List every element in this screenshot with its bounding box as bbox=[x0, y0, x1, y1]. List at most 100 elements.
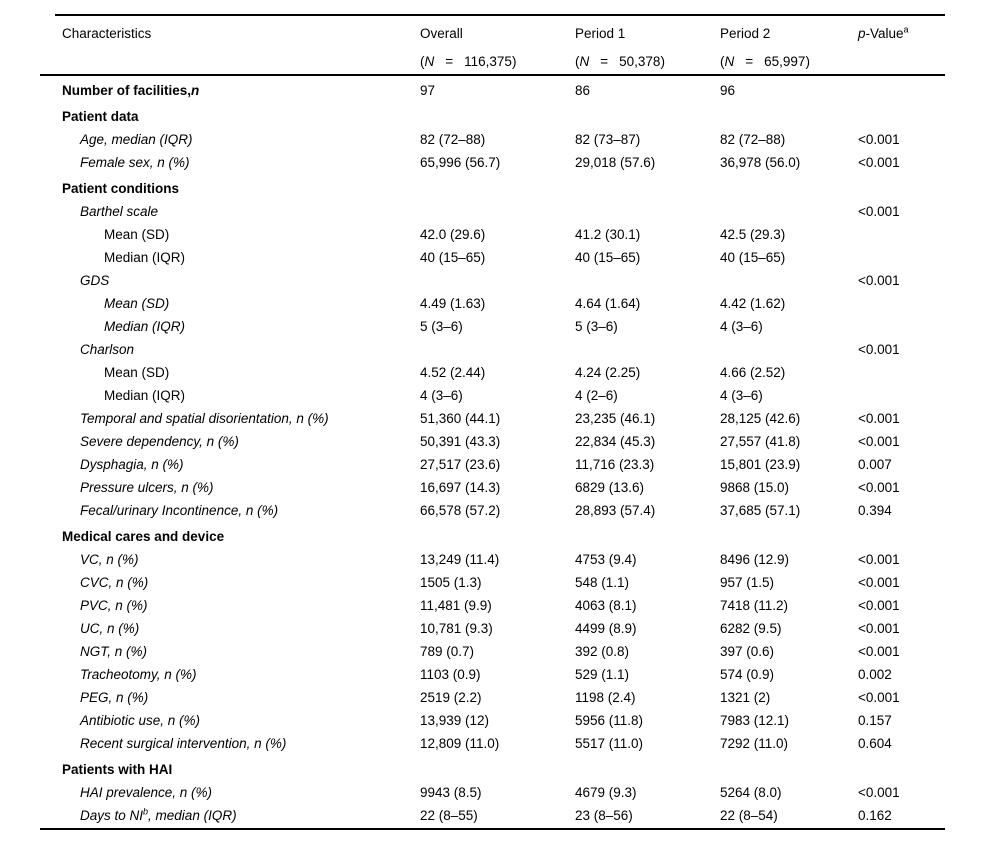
cell-pvalue: 0.394 bbox=[858, 503, 892, 518]
row-label: Patient data bbox=[62, 109, 139, 124]
cell-overall: 13,939 (12) bbox=[420, 713, 490, 728]
table-row: Severe dependency, n (%) 50,391 (43.3) 22,… bbox=[40, 430, 945, 453]
table-row: Mean (SD) 4.52 (2.44) 4.24 (2.25) 4.66 (2.5… bbox=[40, 361, 945, 384]
table-row: VC, n (%) 13,249 (11.4) 4753 (9.4) 8496 (12… bbox=[40, 548, 945, 571]
cell-period1: 41.2 (30.1) bbox=[575, 227, 641, 242]
table-row: Charlson <0.001 bbox=[40, 338, 945, 361]
cell-period1: 4679 (9.3) bbox=[575, 785, 637, 800]
cell-pvalue: <0.001 bbox=[858, 273, 900, 288]
section-row: Patient conditions bbox=[40, 177, 945, 200]
cell-period2: 7418 (11.2) bbox=[720, 598, 789, 613]
cell-pvalue: <0.001 bbox=[858, 155, 900, 170]
cell-overall: 10,781 (9.3) bbox=[420, 621, 493, 636]
table-row: Days to NIb, median (IQR) 22 (8–55) 23 (8–… bbox=[40, 804, 945, 827]
section-row: Medical cares and device bbox=[40, 525, 945, 548]
col-header-period1: Period 1 bbox=[575, 25, 626, 41]
row-label: Median (IQR) bbox=[104, 319, 186, 334]
cell-period1: 1198 (2.4) bbox=[575, 690, 636, 705]
cell-overall: 97 bbox=[420, 83, 436, 98]
col-header-characteristics: Characteristics bbox=[62, 25, 152, 41]
cell-period1: 22,834 (45.3) bbox=[575, 434, 656, 449]
row-label: Dysphagia, n (%) bbox=[80, 457, 184, 472]
row-label: Female sex, n (%) bbox=[80, 155, 190, 170]
row-label: PVC, n (%) bbox=[80, 598, 148, 613]
cell-overall: 4 (3–6) bbox=[420, 388, 463, 403]
cell-pvalue: <0.001 bbox=[858, 342, 900, 357]
row-label: Medical cares and device bbox=[62, 529, 225, 544]
cell-overall: 2519 (2.2) bbox=[420, 690, 482, 705]
table-row: Fecal/urinary Incontinence, n (%) 66,578 … bbox=[40, 499, 945, 522]
period1-n: (N = 50,378) bbox=[575, 53, 665, 69]
section-row: Patient data bbox=[40, 105, 945, 128]
row-label: Temporal and spatial disorientation, n (… bbox=[80, 411, 329, 426]
cell-overall: 40 (15–65) bbox=[420, 250, 486, 265]
row-label: Severe dependency, n (%) bbox=[80, 434, 239, 449]
cell-overall: 12,809 (11.0) bbox=[420, 736, 500, 751]
cell-pvalue: <0.001 bbox=[858, 575, 900, 590]
row-label: Tracheotomy, n (%) bbox=[80, 667, 197, 682]
cell-period1: 86 bbox=[575, 83, 591, 98]
table-row: Median (IQR) 4 (3–6) 4 (2–6) 4 (3–6) bbox=[40, 384, 945, 407]
table-row: PEG, n (%) 2519 (2.2) 1198 (2.4) 1321 (2) <0… bbox=[40, 686, 945, 709]
cell-period2: 4.42 (1.62) bbox=[720, 296, 786, 311]
row-label: Recent surgical intervention, n (%) bbox=[80, 736, 287, 751]
cell-period1: 5 (3–6) bbox=[575, 319, 618, 334]
cell-pvalue: 0.002 bbox=[858, 667, 892, 682]
cell-period1: 5956 (11.8) bbox=[575, 713, 644, 728]
cell-period1: 23 (8–56) bbox=[575, 808, 633, 823]
cell-period2: 28,125 (42.6) bbox=[720, 411, 801, 426]
cell-period2: 9868 (15.0) bbox=[720, 480, 790, 495]
table-row: Antibiotic use, n (%) 13,939 (12) 5956 (11… bbox=[40, 709, 945, 732]
table-row: CVC, n (%) 1505 (1.3) 548 (1.1) 957 (1.5) <0… bbox=[40, 571, 945, 594]
cell-pvalue: <0.001 bbox=[858, 598, 900, 613]
cell-period2: 574 (0.9) bbox=[720, 667, 775, 682]
row-label: Pressure ulcers, n (%) bbox=[80, 480, 214, 495]
cell-pvalue: <0.001 bbox=[858, 411, 900, 426]
cell-overall: 65,996 (56.7) bbox=[420, 155, 501, 170]
cell-overall: 1505 (1.3) bbox=[420, 575, 482, 590]
cell-period1: 4753 (9.4) bbox=[575, 552, 637, 567]
cell-period2: 397 (0.6) bbox=[720, 644, 775, 659]
cell-pvalue: <0.001 bbox=[858, 132, 900, 147]
row-label: Median (IQR) bbox=[104, 250, 186, 265]
table-row: Recent surgical intervention, n (%) 12,80… bbox=[40, 732, 945, 755]
cell-period1: 5517 (11.0) bbox=[575, 736, 644, 751]
cell-pvalue: <0.001 bbox=[858, 480, 900, 495]
row-label: Mean (SD) bbox=[104, 227, 170, 242]
cell-pvalue: <0.001 bbox=[858, 690, 900, 705]
cell-overall: 27,517 (23.6) bbox=[420, 457, 501, 472]
cell-period1: 29,018 (57.6) bbox=[575, 155, 656, 170]
cell-overall: 11,481 (9.9) bbox=[420, 598, 492, 613]
row-label: Charlson bbox=[80, 342, 135, 357]
row-label: CVC, n (%) bbox=[80, 575, 149, 590]
cell-overall: 82 (72–88) bbox=[420, 132, 486, 147]
cell-period2: 5264 (8.0) bbox=[720, 785, 782, 800]
table-row: Mean (SD) 42.0 (29.6) 41.2 (30.1) 42.5 (29.… bbox=[40, 223, 945, 246]
col-header-overall: Overall bbox=[420, 25, 463, 41]
cell-pvalue: 0.604 bbox=[858, 736, 892, 751]
cell-period1: 11,716 (23.3) bbox=[575, 457, 655, 472]
header-row-counts: (N = 116,375) (N = 50,378) (N = 65,997) bbox=[40, 48, 945, 74]
period2-n: (N = 65,997) bbox=[720, 53, 810, 69]
table-row: Female sex, n (%) 65,996 (56.7) 29,018 (57… bbox=[40, 151, 945, 174]
header-row-titles: Characteristics Overall Period 1 Period … bbox=[40, 18, 945, 48]
row-label: Patient conditions bbox=[62, 181, 180, 196]
footnote-marker-b: b bbox=[143, 806, 149, 817]
bottom-rule bbox=[40, 828, 945, 830]
cell-overall: 66,578 (57.2) bbox=[420, 503, 501, 518]
row-label: Patients with HAI bbox=[62, 762, 173, 777]
cell-period1: 4063 (8.1) bbox=[575, 598, 637, 613]
characteristics-table: Characteristics Overall Period 1 Period … bbox=[40, 14, 945, 830]
cell-pvalue: 0.007 bbox=[858, 457, 892, 472]
cell-period2: 82 (72–88) bbox=[720, 132, 786, 147]
cell-period2: 1321 (2) bbox=[720, 690, 771, 705]
cell-period2: 96 bbox=[720, 83, 736, 98]
table-row: Number of facilities,n 97 86 96 bbox=[40, 79, 945, 102]
footnote-marker-a: a bbox=[903, 24, 909, 34]
table-row: Age, median (IQR) 82 (72–88) 82 (73–87) 82 … bbox=[40, 128, 945, 151]
row-label: PEG, n (%) bbox=[80, 690, 149, 705]
cell-overall: 9943 (8.5) bbox=[420, 785, 482, 800]
table-row: PVC, n (%) 11,481 (9.9) 4063 (8.1) 7418 (11… bbox=[40, 594, 945, 617]
cell-overall: 789 (0.7) bbox=[420, 644, 475, 659]
table-row: Temporal and spatial disorientation, n (… bbox=[40, 407, 945, 430]
